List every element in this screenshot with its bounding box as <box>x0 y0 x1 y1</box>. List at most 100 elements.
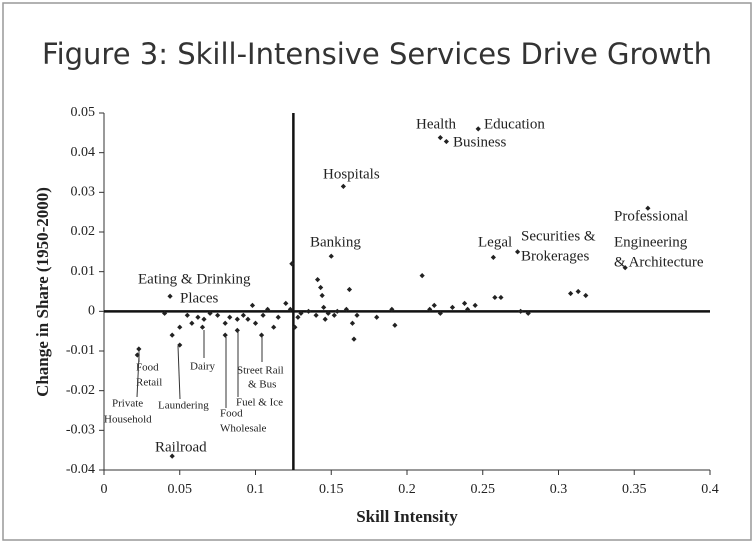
annotation: Legal <box>478 234 512 250</box>
chart-title: Figure 3: Skill-Intensive Services Drive… <box>42 37 712 71</box>
point <box>518 308 524 314</box>
point <box>568 290 574 297</box>
point <box>427 306 433 312</box>
point <box>575 288 581 295</box>
point <box>177 342 183 348</box>
point <box>162 310 168 316</box>
annotation: Laundering <box>158 400 209 412</box>
x-tick-label: 0.25 <box>471 482 496 497</box>
point <box>177 324 183 330</box>
point <box>437 310 443 316</box>
point <box>354 312 360 318</box>
annotation: & Architecture <box>614 254 704 270</box>
annotation: Food <box>220 408 243 420</box>
point <box>287 306 293 312</box>
annotation: Education <box>484 116 545 132</box>
x-tick-label: 0.3 <box>550 482 568 497</box>
annotation: Food <box>136 362 159 374</box>
annotation: Engineering <box>614 234 688 250</box>
y-tick-label: -0.01 <box>66 343 95 358</box>
point <box>169 332 175 338</box>
point <box>283 300 289 306</box>
point <box>167 293 173 299</box>
point <box>227 314 233 320</box>
x-tick-label: 0.05 <box>168 482 193 497</box>
annotation: Business <box>453 134 507 150</box>
point <box>472 302 478 308</box>
point <box>260 312 266 318</box>
y-tick-label: -0.02 <box>66 383 95 398</box>
point <box>289 261 295 267</box>
annotation: Hospitals <box>323 166 380 182</box>
y-tick-label: 0.02 <box>71 224 96 239</box>
point <box>465 306 471 312</box>
point <box>389 306 395 312</box>
point <box>321 304 327 310</box>
point <box>334 308 340 314</box>
point <box>222 332 228 338</box>
point <box>514 249 521 255</box>
point <box>325 310 331 316</box>
y-tick-label: -0.04 <box>66 462 95 477</box>
point <box>271 324 277 330</box>
point <box>222 320 228 326</box>
x-tick-label: 0 <box>101 482 108 497</box>
point <box>199 324 206 330</box>
leader-line <box>136 355 140 398</box>
point <box>313 312 319 318</box>
point <box>583 292 589 299</box>
annotation: Professional <box>614 208 688 224</box>
x-tick-label: 0.35 <box>622 482 647 497</box>
point <box>525 310 531 316</box>
point <box>184 312 190 318</box>
point <box>318 284 324 291</box>
y-tick-label: 0 <box>88 304 95 319</box>
x-tick-label: 0.4 <box>701 482 719 497</box>
x-axis-label: Skill Intensity <box>356 507 458 526</box>
point <box>136 346 142 352</box>
point <box>645 205 651 211</box>
point <box>346 286 353 293</box>
point <box>328 253 334 259</box>
y-tick-label: 0.04 <box>71 145 96 160</box>
point <box>340 183 346 189</box>
annotation: Securities & <box>521 228 596 244</box>
point <box>298 310 304 316</box>
point <box>475 126 481 132</box>
annotation: Fuel & Ice <box>236 397 283 409</box>
annotation: Private <box>112 398 143 410</box>
x-tick-label: 0.2 <box>398 482 416 497</box>
point <box>292 324 298 330</box>
point <box>498 294 504 301</box>
point <box>343 306 349 312</box>
point <box>322 316 328 322</box>
point <box>234 316 240 322</box>
point <box>419 273 425 279</box>
point <box>331 312 337 318</box>
point <box>490 254 496 260</box>
point <box>240 312 246 318</box>
x-tick-label: 0.1 <box>247 482 265 497</box>
point <box>169 453 175 459</box>
point <box>265 306 271 312</box>
leader-line <box>177 345 181 400</box>
point <box>374 314 380 320</box>
point <box>431 302 437 308</box>
y-tick-label: 0.01 <box>71 264 96 279</box>
annotation: Street Rail <box>237 365 284 377</box>
y-tick-label: 0.05 <box>71 105 96 120</box>
point <box>437 134 443 141</box>
x-tick-label: 0.15 <box>319 482 344 497</box>
annotation: Eating & Drinking <box>138 271 251 287</box>
point <box>461 300 468 306</box>
point <box>195 314 201 320</box>
point <box>449 304 456 310</box>
annotation: Banking <box>310 234 361 250</box>
point <box>349 320 356 326</box>
point <box>245 316 251 322</box>
annotation: Dairy <box>190 361 216 373</box>
point <box>201 316 207 322</box>
y-tick-label: -0.03 <box>66 423 95 438</box>
